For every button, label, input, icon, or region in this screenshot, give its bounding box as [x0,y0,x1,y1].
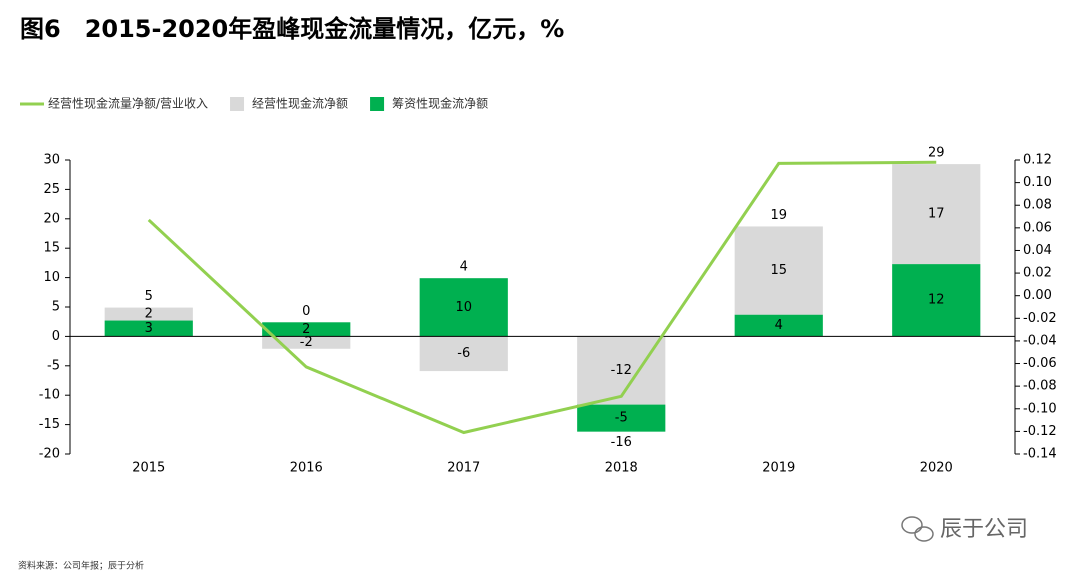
x-tick-label: 2018 [605,461,638,476]
bar-label: 3 [145,321,153,336]
y-tick-label: 30 [43,153,60,168]
y2-tick-label: -0.06 [1023,356,1057,371]
y2-tick-label: 0.06 [1023,220,1052,235]
bar-label: -12 [611,363,632,378]
y-tick-label: 10 [43,270,60,285]
x-tick-label: 2020 [920,461,953,476]
total-label: 5 [145,289,153,304]
y2-tick-label: -0.14 [1023,447,1057,462]
bar [577,404,666,432]
x-tick-label: 2016 [290,461,323,476]
total-label: 29 [928,146,945,161]
bar [892,264,981,337]
bar-label: 15 [770,263,787,278]
bar-label: 17 [928,207,945,222]
total-label: 19 [770,208,787,223]
y2-tick-label: -0.10 [1023,401,1057,416]
y-tick-label: -20 [39,447,60,462]
y2-tick-label: -0.02 [1023,311,1057,326]
bar-label: 10 [455,300,472,315]
watermark: 辰于公司 [940,517,1028,542]
y-tick-label: -10 [39,388,60,403]
chart-title: 图6 2015-2020年盈峰现金流量情况，亿元，% [20,15,564,43]
bar-label: -5 [615,411,628,426]
y-tick-label: 25 [43,182,60,197]
bar [892,164,981,265]
x-tick-label: 2019 [762,461,795,476]
source: 资料来源：公司年报；辰于分析 [18,560,144,572]
total-label: -16 [611,435,632,450]
bar [104,320,193,337]
total-label: 4 [460,260,468,275]
legend-label: 筹资性现金流净额 [392,96,488,111]
bar [104,307,193,321]
bar-label: -6 [457,346,470,361]
legend-swatch [230,97,245,111]
y2-tick-label: 0.12 [1023,153,1052,168]
y2-tick-label: 0.04 [1023,243,1052,258]
bar [262,322,351,337]
bar [419,278,508,337]
y-tick-label: 15 [43,241,60,256]
bar [734,226,823,315]
y2-tick-label: -0.08 [1023,379,1057,394]
bar-label: 4 [775,318,783,333]
y2-tick-label: -0.12 [1023,424,1057,439]
x-tick-label: 2015 [132,461,165,476]
y-tick-label: -5 [47,358,60,373]
bar-label: 2 [302,322,310,337]
bar [577,336,666,405]
bar-label: 12 [928,293,945,308]
y2-tick-label: 0.02 [1023,266,1052,281]
bar-label: 2 [145,307,153,322]
y-tick-label: -15 [39,417,60,432]
total-label: 0 [302,304,310,319]
y-tick-label: 5 [52,300,60,315]
y2-tick-label: 0.10 [1023,175,1052,190]
y-tick-label: 20 [43,211,60,226]
legend-label: 经营性现金流净额 [252,96,348,111]
line [147,160,937,435]
y2-tick-label: 0.00 [1023,288,1052,303]
bar-label: -2 [300,335,313,350]
x-tick-label: 2017 [447,461,480,476]
wechat-icon [901,516,934,542]
legend-swatch [370,97,385,111]
y-tick-label: 0 [52,329,60,344]
y2-tick-label: 0.08 [1023,198,1052,213]
bar [419,336,508,372]
legend-label: 经营性现金流量净额/营业收入 [48,96,208,111]
bar [734,314,823,337]
y2-tick-label: -0.04 [1023,333,1057,348]
